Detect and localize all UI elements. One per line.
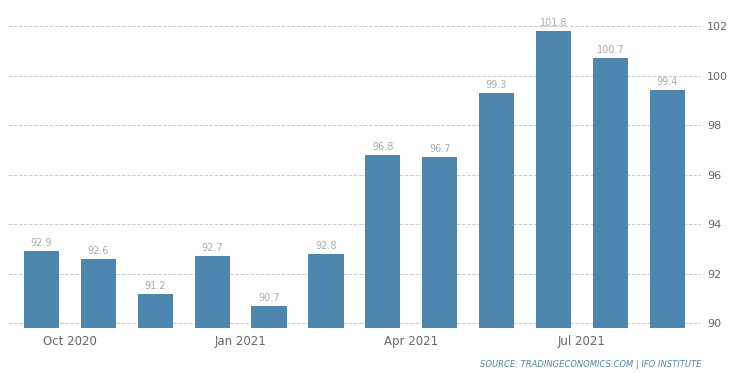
Bar bbox=[536, 31, 571, 328]
Text: 96.7: 96.7 bbox=[429, 144, 451, 154]
Bar bbox=[24, 251, 59, 328]
Bar bbox=[365, 155, 400, 328]
Bar bbox=[138, 294, 173, 328]
Bar bbox=[308, 254, 344, 328]
Text: 92.9: 92.9 bbox=[31, 238, 52, 248]
Text: 100.7: 100.7 bbox=[596, 45, 624, 55]
Bar bbox=[194, 256, 230, 328]
Bar bbox=[479, 93, 514, 328]
Text: 91.2: 91.2 bbox=[145, 280, 166, 291]
Bar bbox=[650, 90, 685, 328]
Text: 92.8: 92.8 bbox=[315, 241, 337, 251]
Text: 92.6: 92.6 bbox=[88, 246, 109, 256]
Bar bbox=[592, 58, 628, 328]
Text: 90.7: 90.7 bbox=[258, 293, 280, 303]
Text: 101.8: 101.8 bbox=[540, 18, 567, 28]
Bar bbox=[251, 306, 286, 328]
Text: SOURCE: TRADINGECONOMICS.COM | IFO INSTITUTE: SOURCE: TRADINGECONOMICS.COM | IFO INSTI… bbox=[480, 360, 701, 369]
Text: 99.4: 99.4 bbox=[656, 78, 678, 88]
Text: 99.3: 99.3 bbox=[486, 80, 507, 90]
Text: 96.8: 96.8 bbox=[372, 142, 394, 152]
Bar bbox=[81, 259, 116, 328]
Bar bbox=[422, 157, 458, 328]
Text: 92.7: 92.7 bbox=[202, 244, 223, 253]
